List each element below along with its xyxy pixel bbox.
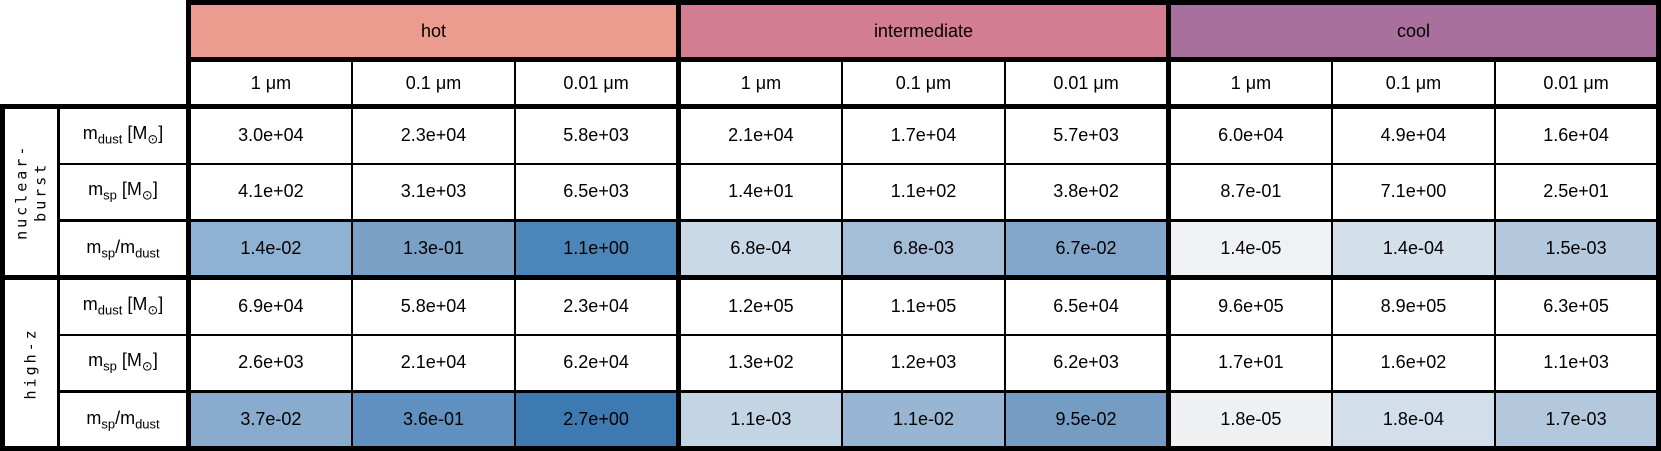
value-cell: 1.4e+01	[675, 162, 843, 222]
row-label-ratio: msp/mdust	[57, 390, 190, 451]
value-cell: 4.9e+04	[1330, 104, 1497, 165]
value-cell: 3.8e+02	[1004, 162, 1170, 222]
section-label-nuclear-burst: nuclear- burst	[0, 104, 60, 280]
row-label-mdust: mdust [M⊙]	[57, 275, 190, 336]
row-label-ratio: msp/mdust	[57, 219, 190, 280]
section-label-high-z: high-z	[0, 275, 60, 451]
section-label-text: nuclear- burst	[12, 143, 49, 241]
value-cell: 2.3e+04	[350, 104, 517, 165]
ratio-cell: 6.8e-03	[840, 219, 1007, 280]
group-header-cool: cool	[1165, 0, 1661, 62]
table-row-ratio: msp/mdust 1.4e-02 1.3e-01 1.1e+00 6.8e-0…	[3, 219, 1661, 280]
ratio-cell: 1.8e-05	[1165, 390, 1333, 451]
table-row: nuclear- burst mdust [M⊙] 3.0e+04 2.3e+0…	[0, 104, 1661, 280]
value-cell: 9.6e+05	[1165, 275, 1333, 336]
value-cell: 3.1e+03	[350, 162, 517, 222]
ratio-cell: 3.7e-02	[185, 390, 353, 451]
value-cell: 4.1e+02	[185, 162, 353, 222]
grain-size-header: 0.1 μm	[350, 58, 517, 109]
table-row: msp [M⊙] 2.6e+03 2.1e+04 6.2e+04 1.3e+02…	[3, 333, 1661, 393]
row-label-msp: msp [M⊙]	[57, 162, 190, 222]
value-cell: 1.1e+02	[840, 162, 1007, 222]
ratio-cell: 1.5e-03	[1494, 219, 1661, 280]
ratio-cell: 1.4e-04	[1330, 219, 1497, 280]
grain-size-header: 0.01 μm	[1004, 58, 1170, 109]
value-cell: 6.2e+03	[1004, 333, 1170, 393]
grain-size-header: 0.01 μm	[514, 58, 680, 109]
ratio-cell: 9.5e-02	[1004, 390, 1170, 451]
value-cell: 8.9e+05	[1330, 275, 1497, 336]
ratio-cell: 1.1e-02	[840, 390, 1007, 451]
value-cell: 1.1e+03	[1494, 333, 1661, 393]
blank-corner	[2, 59, 189, 107]
vertical-label-wrap: nuclear- burst	[5, 109, 57, 275]
ratio-cell: 1.8e-04	[1330, 390, 1497, 451]
vertical-label-wrap: high-z	[5, 280, 57, 446]
group-header-hot: hot	[186, 0, 681, 62]
ratio-cell: 1.1e+00	[514, 219, 680, 280]
ratio-cell: 1.3e-01	[350, 219, 517, 280]
value-cell: 1.7e+01	[1165, 333, 1333, 393]
ratio-cell: 1.4e-05	[1165, 219, 1333, 280]
grain-size-header: 1 μm	[1165, 58, 1333, 109]
value-cell: 2.6e+03	[185, 333, 353, 393]
ratio-cell: 6.7e-02	[1004, 219, 1170, 280]
row-label-msp: msp [M⊙]	[57, 333, 190, 393]
value-cell: 2.5e+01	[1494, 162, 1661, 222]
ratio-cell: 1.7e-03	[1494, 390, 1661, 451]
value-cell: 8.7e-01	[1165, 162, 1333, 222]
ratio-cell: 3.6e-01	[350, 390, 517, 451]
value-cell: 1.6e+04	[1494, 104, 1661, 165]
value-cell: 5.7e+03	[1004, 104, 1170, 165]
grain-size-header-row: 1 μm 0.1 μm 0.01 μm 1 μm 0.1 μm 0.01 μm …	[2, 58, 1661, 109]
value-cell: 6.9e+04	[185, 275, 353, 336]
value-cell: 1.7e+04	[840, 104, 1007, 165]
table-row-ratio: msp/mdust 3.7e-02 3.6e-01 2.7e+00 1.1e-0…	[3, 390, 1661, 451]
value-cell: 5.8e+04	[350, 275, 517, 336]
grain-size-header: 1 μm	[675, 58, 843, 109]
value-cell: 1.1e+05	[840, 275, 1007, 336]
grain-size-header: 0.01 μm	[1494, 58, 1661, 109]
temperature-group-header-row: hot intermediate cool	[2, 0, 1661, 62]
grain-size-header: 1 μm	[185, 58, 353, 109]
value-cell: 6.5e+04	[1004, 275, 1170, 336]
value-cell: 1.3e+02	[675, 333, 843, 393]
value-cell: 1.2e+03	[840, 333, 1007, 393]
value-cell: 2.3e+04	[514, 275, 680, 336]
row-label-mdust: mdust [M⊙]	[57, 104, 190, 165]
ratio-cell: 2.7e+00	[514, 390, 680, 451]
ratio-cell: 1.1e-03	[675, 390, 843, 451]
value-cell: 1.6e+02	[1330, 333, 1497, 393]
table-row: high-z mdust [M⊙] 6.9e+04 5.8e+04 2.3e+0…	[0, 275, 1661, 451]
value-cell: 6.0e+04	[1165, 104, 1333, 165]
value-cell: 6.3e+05	[1494, 275, 1661, 336]
grain-size-header: 0.1 μm	[1330, 58, 1497, 109]
value-cell: 7.1e+00	[1330, 162, 1497, 222]
blank-corner	[2, 2, 189, 60]
ratio-cell: 1.4e-02	[185, 219, 353, 280]
value-cell: 1.2e+05	[675, 275, 843, 336]
value-cell: 2.1e+04	[350, 333, 517, 393]
value-cell: 6.5e+03	[514, 162, 680, 222]
table-row: msp [M⊙] 4.1e+02 3.1e+03 6.5e+03 1.4e+01…	[3, 162, 1661, 222]
value-cell: 2.1e+04	[675, 104, 843, 165]
grain-size-header: 0.1 μm	[840, 58, 1007, 109]
value-cell: 5.8e+03	[514, 104, 680, 165]
ratio-cell: 6.8e-04	[675, 219, 843, 280]
value-cell: 3.0e+04	[185, 104, 353, 165]
section-label-text: high-z	[21, 326, 40, 400]
group-header-intermediate: intermediate	[675, 0, 1171, 62]
value-cell: 6.2e+04	[514, 333, 680, 393]
